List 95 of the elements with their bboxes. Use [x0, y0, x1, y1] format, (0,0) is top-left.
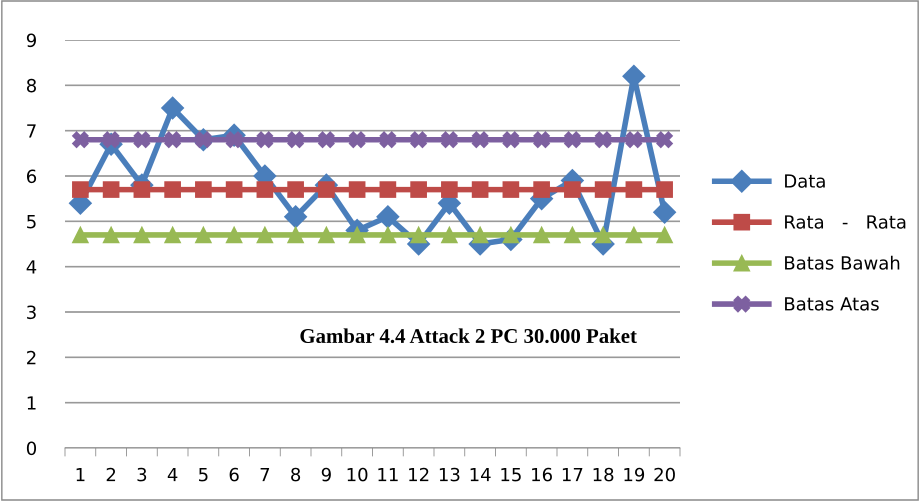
point: [564, 131, 581, 148]
x-tick-label: 2: [106, 468, 116, 482]
x-tick-label: 16: [532, 468, 552, 482]
x-tick-label: 20: [654, 468, 675, 482]
point: [533, 181, 550, 198]
x-tick-label: 10: [348, 468, 368, 482]
legend-label: Rata - Rata: [785, 215, 906, 229]
x-tick-label: 6: [230, 468, 239, 482]
point: [72, 131, 89, 148]
point: [594, 226, 612, 244]
y-tick-label: 2: [27, 350, 36, 364]
point: [348, 181, 366, 198]
point: [656, 131, 673, 148]
y-tick-label: 5: [27, 215, 36, 228]
point: [348, 131, 366, 148]
point: [441, 131, 458, 148]
point: [656, 226, 673, 244]
x-tick-label: 5: [199, 468, 208, 482]
point: [161, 96, 184, 120]
point: [195, 181, 212, 198]
x-tick-label: 12: [409, 468, 428, 482]
point: [380, 181, 396, 198]
point: [533, 131, 550, 148]
y-tick-label: 0: [26, 441, 36, 456]
y-tick-label: 4: [26, 260, 36, 274]
legend-label: Batas Bawah: [785, 256, 900, 270]
point: [134, 226, 150, 244]
x-tick-label: 7: [260, 468, 270, 482]
x-tick-label: 11: [378, 468, 398, 482]
point: [226, 181, 242, 198]
x-tick-label: 3: [138, 468, 146, 482]
point: [102, 226, 120, 244]
point: [164, 131, 181, 148]
point: [72, 181, 89, 198]
point: [533, 226, 550, 244]
point: [594, 131, 612, 148]
point: [441, 181, 458, 198]
point: [626, 226, 642, 244]
point: [256, 181, 274, 198]
point: [318, 181, 335, 198]
y-tick-label: 1: [28, 396, 36, 410]
point: [626, 181, 642, 198]
x-tick-label: 15: [501, 468, 521, 482]
point: [256, 226, 274, 244]
point: [410, 131, 427, 148]
point: [134, 131, 150, 148]
point: [256, 131, 274, 148]
point: [656, 181, 673, 198]
point: [226, 226, 242, 244]
point: [564, 226, 581, 244]
x-tick-label: 19: [624, 468, 644, 482]
point: [102, 181, 120, 198]
point: [564, 181, 581, 198]
x-tick-label: 1: [76, 468, 84, 482]
point: [284, 205, 308, 228]
point: [164, 226, 181, 244]
point: [472, 131, 488, 148]
point: [441, 226, 458, 244]
point: [502, 131, 520, 148]
y-tick-label: 8: [26, 78, 36, 92]
point: [318, 226, 335, 244]
point: [626, 131, 642, 148]
x-tick-label: 4: [168, 468, 178, 482]
y-tick-label: 7: [27, 124, 36, 138]
y-tick-label: 6: [26, 169, 36, 184]
x-tick-label: 14: [470, 468, 491, 482]
y-tick-label: 9: [26, 33, 36, 48]
point: [195, 226, 212, 244]
x-tick-label: 9: [322, 468, 331, 482]
legend-label: Batas Atas: [785, 297, 879, 311]
y-tick-label: 3: [27, 305, 36, 320]
point: [410, 226, 427, 244]
point: [318, 131, 335, 148]
point: [380, 226, 396, 244]
x-tick-label: 13: [440, 468, 460, 482]
point: [653, 200, 676, 224]
point: [502, 181, 520, 198]
x-tick-label: 18: [594, 468, 614, 482]
point: [134, 181, 150, 198]
point: [348, 226, 366, 244]
point: [164, 181, 181, 198]
x-tick-label: 8: [291, 468, 300, 482]
point: [410, 181, 427, 198]
point: [287, 131, 304, 148]
point: [472, 181, 488, 198]
point: [72, 226, 89, 244]
point: [287, 226, 304, 244]
point: [380, 131, 396, 148]
annotation: Gambar 4.4 Attack 2 PC 30.000 Paket: [300, 328, 637, 344]
point: [287, 181, 304, 198]
point: [472, 226, 488, 244]
point: [376, 205, 400, 228]
x-tick-label: 17: [562, 468, 582, 482]
point: [594, 181, 612, 198]
legend-label: Data: [785, 174, 825, 188]
